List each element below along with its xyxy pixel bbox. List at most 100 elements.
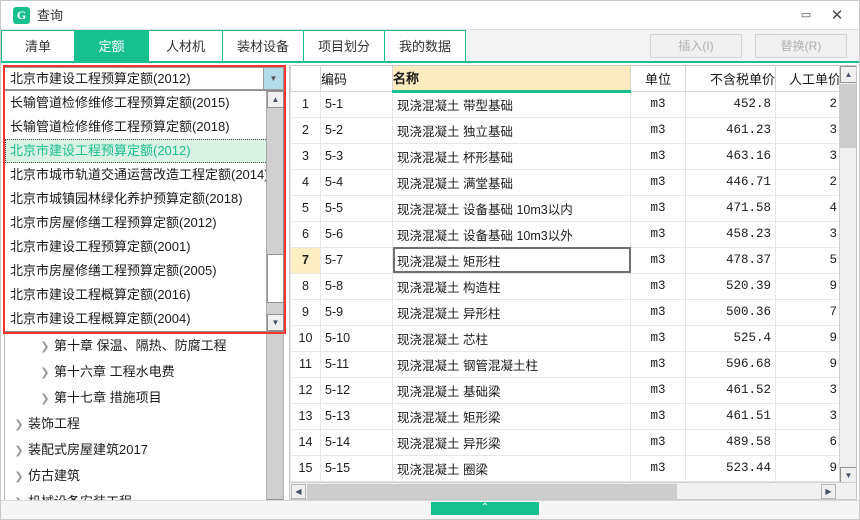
cell-index[interactable]: 11 (290, 350, 321, 378)
cell-price[interactable]: 489.58 (685, 428, 776, 456)
cell-code[interactable]: 5-15 (320, 454, 393, 482)
table-row[interactable]: 4 5-4 现浇混凝土 满堂基础 m3 446.71 2 (290, 168, 842, 196)
dropdown-item-4[interactable]: 北京市城镇园林绿化养护预算定额(2018) (10, 191, 243, 206)
cell-code[interactable]: 5-3 (320, 142, 393, 170)
cell-name[interactable]: 现浇混凝土 芯柱 (392, 324, 631, 352)
tree-scrollbar[interactable]: ▼ (266, 333, 283, 516)
cell-name[interactable]: 现浇混凝土 构造柱 (392, 272, 631, 300)
cell-name[interactable]: 现浇混凝土 矩形梁 (392, 402, 631, 430)
cell-code[interactable]: 5-1 (320, 90, 393, 118)
cell-unit[interactable]: m3 (630, 376, 686, 404)
cell-unit[interactable]: m3 (630, 116, 686, 144)
standard-library-combobox[interactable]: 北京市建设工程预算定额(2012) ▼ (4, 67, 284, 90)
table-vscrollbar-thumb[interactable] (840, 84, 856, 148)
dropdown-item-2[interactable]: 北京市建设工程预算定额(2012) (5, 139, 268, 163)
chevron-right-icon[interactable]: ❯ (14, 445, 24, 457)
cell-labor[interactable]: 7 (775, 298, 842, 326)
cell-code[interactable]: 5-2 (320, 116, 393, 144)
table-row[interactable]: 14 5-14 现浇混凝土 异形梁 m3 489.58 6 (290, 428, 842, 456)
column-header-price[interactable]: 不含税单价 (685, 66, 776, 92)
cell-price[interactable]: 471.58 (685, 194, 776, 222)
cell-name[interactable]: 现浇混凝土 异形梁 (392, 428, 631, 456)
cell-price[interactable]: 463.16 (685, 142, 776, 170)
cell-unit[interactable]: m3 (630, 402, 686, 430)
tree-item-2[interactable]: ❯ 第十七章 措施项目 (5, 385, 267, 411)
scroll-up-icon[interactable]: ▲ (840, 66, 856, 83)
tab-2[interactable]: 人材机 (149, 30, 223, 61)
cell-price[interactable]: 458.23 (685, 220, 776, 248)
cell-name[interactable]: 现浇混凝土 圈梁 (392, 454, 631, 482)
table-row[interactable]: 2 5-2 现浇混凝土 独立基础 m3 461.23 3 (290, 116, 842, 144)
cell-labor[interactable]: 3 (775, 116, 842, 144)
tab-5[interactable]: 我的数据 (385, 30, 467, 61)
tree-item-0[interactable]: ❯ 第十章 保温、隔热、防腐工程 (5, 333, 267, 359)
dropdown-item-9[interactable]: 北京市建设工程概算定额(2004) (10, 311, 191, 326)
cell-name[interactable]: 现浇混凝土 杯形基础 (392, 142, 631, 170)
table-row[interactable]: 5 5-5 现浇混凝土 设备基础 10m3以内 m3 471.58 4 (290, 194, 842, 222)
dropdown-scrollbar-thumb[interactable] (267, 254, 283, 303)
table-row[interactable]: 11 5-11 现浇混凝土 钢管混凝土柱 m3 596.68 9 (290, 350, 842, 378)
dropdown-item-7[interactable]: 北京市房屋修缮工程预算定额(2005) (10, 263, 217, 278)
table-row[interactable]: 15 5-15 现浇混凝土 圈梁 m3 523.44 9 (290, 454, 842, 482)
tree-item-4[interactable]: ❯ 装配式房屋建筑2017 (5, 437, 267, 463)
tab-4[interactable]: 项目划分 (304, 30, 386, 61)
tree-scrollbar-thumb[interactable] (267, 333, 283, 485)
table-row[interactable]: 13 5-13 现浇混凝土 矩形梁 m3 461.51 3 (290, 402, 842, 430)
collapse-panel-handle[interactable]: ⌃ (431, 502, 539, 515)
cell-price[interactable]: 446.71 (685, 168, 776, 196)
cell-unit[interactable]: m3 (630, 298, 686, 326)
column-header-code[interactable]: 编码 (320, 66, 393, 92)
cell-index[interactable]: 13 (290, 402, 321, 430)
table-row[interactable]: 10 5-10 现浇混凝土 芯柱 m3 525.4 9 (290, 324, 842, 352)
cell-labor[interactable]: 9 (775, 324, 842, 352)
cell-code[interactable]: 5-6 (320, 220, 393, 248)
cell-labor[interactable]: 5 (775, 246, 842, 274)
cell-name[interactable]: 现浇混凝土 设备基础 10m3以内 (392, 194, 631, 222)
cell-price[interactable]: 520.39 (685, 272, 776, 300)
cell-unit[interactable]: m3 (630, 168, 686, 196)
cell-code[interactable]: 5-12 (320, 376, 393, 404)
tab-0[interactable]: 清单 (1, 30, 75, 61)
cell-index[interactable]: 5 (290, 194, 321, 222)
cell-name[interactable]: 现浇混凝土 独立基础 (392, 116, 631, 144)
insert-button[interactable]: 插入(I) (650, 34, 742, 58)
tree-item-1[interactable]: ❯ 第十六章 工程水电费 (5, 359, 267, 385)
cell-unit[interactable]: m3 (630, 350, 686, 378)
scroll-left-icon[interactable]: ◀ (291, 484, 306, 499)
column-header-name[interactable]: 名称 (392, 66, 631, 93)
tree-item-5[interactable]: ❯ 仿古建筑 (5, 463, 267, 489)
scroll-right-icon[interactable]: ▶ (821, 484, 836, 499)
cell-name[interactable]: 现浇混凝土 设备基础 10m3以外 (392, 220, 631, 248)
cell-name[interactable]: 现浇混凝土 带型基础 (392, 90, 631, 118)
dropdown-item-3[interactable]: 北京市城市轨道交通运营改造工程定额(2014) (10, 167, 269, 182)
table-row[interactable]: 1 5-1 现浇混凝土 带型基础 m3 452.8 2 (290, 90, 842, 118)
cell-unit[interactable]: m3 (630, 220, 686, 248)
cell-unit[interactable]: m3 (630, 454, 686, 482)
cell-labor[interactable]: 3 (775, 402, 842, 430)
dropdown-scrollbar[interactable]: ▲ ▼ (266, 91, 283, 331)
chevron-right-icon[interactable]: ❯ (14, 471, 24, 483)
cell-price[interactable]: 452.8 (685, 90, 776, 118)
cell-unit[interactable]: m3 (630, 324, 686, 352)
cell-price[interactable]: 461.23 (685, 116, 776, 144)
cell-code[interactable]: 5-13 (320, 402, 393, 430)
cell-unit[interactable]: m3 (630, 142, 686, 170)
cell-labor[interactable]: 9 (775, 350, 842, 378)
cell-index[interactable]: 9 (290, 298, 321, 326)
chapter-tree-panel[interactable]: ❯ 第十章 保温、隔热、防腐工程 ❯ 第十六章 工程水电费 ❯ 第十七章 措施项目 ❯ 装饰工… (4, 332, 284, 517)
table-vertical-scrollbar[interactable]: ▲ ▼ (839, 66, 856, 484)
cell-index[interactable]: 1 (290, 90, 321, 118)
dropdown-item-5[interactable]: 北京市房屋修缮工程预算定额(2012) (10, 215, 217, 230)
table-hscrollbar-thumb[interactable] (307, 484, 677, 499)
table-row[interactable]: 6 5-6 现浇混凝土 设备基础 10m3以外 m3 458.23 3 (290, 220, 842, 248)
cell-labor[interactable]: 3 (775, 220, 842, 248)
cell-index[interactable]: 4 (290, 168, 321, 196)
cell-index[interactable]: 10 (290, 324, 321, 352)
cell-labor[interactable]: 3 (775, 376, 842, 404)
column-header-index[interactable] (290, 66, 321, 92)
dropdown-item-6[interactable]: 北京市建设工程预算定额(2001) (10, 239, 191, 254)
tab-3[interactable]: 装材设备 (223, 30, 305, 61)
cell-unit[interactable]: m3 (630, 428, 686, 456)
standard-library-dropdown[interactable]: 长输管道检修维修工程预算定额(2015) 长输管道检修维修工程预算定额(2018)… (4, 90, 284, 332)
cell-index[interactable]: 8 (290, 272, 321, 300)
